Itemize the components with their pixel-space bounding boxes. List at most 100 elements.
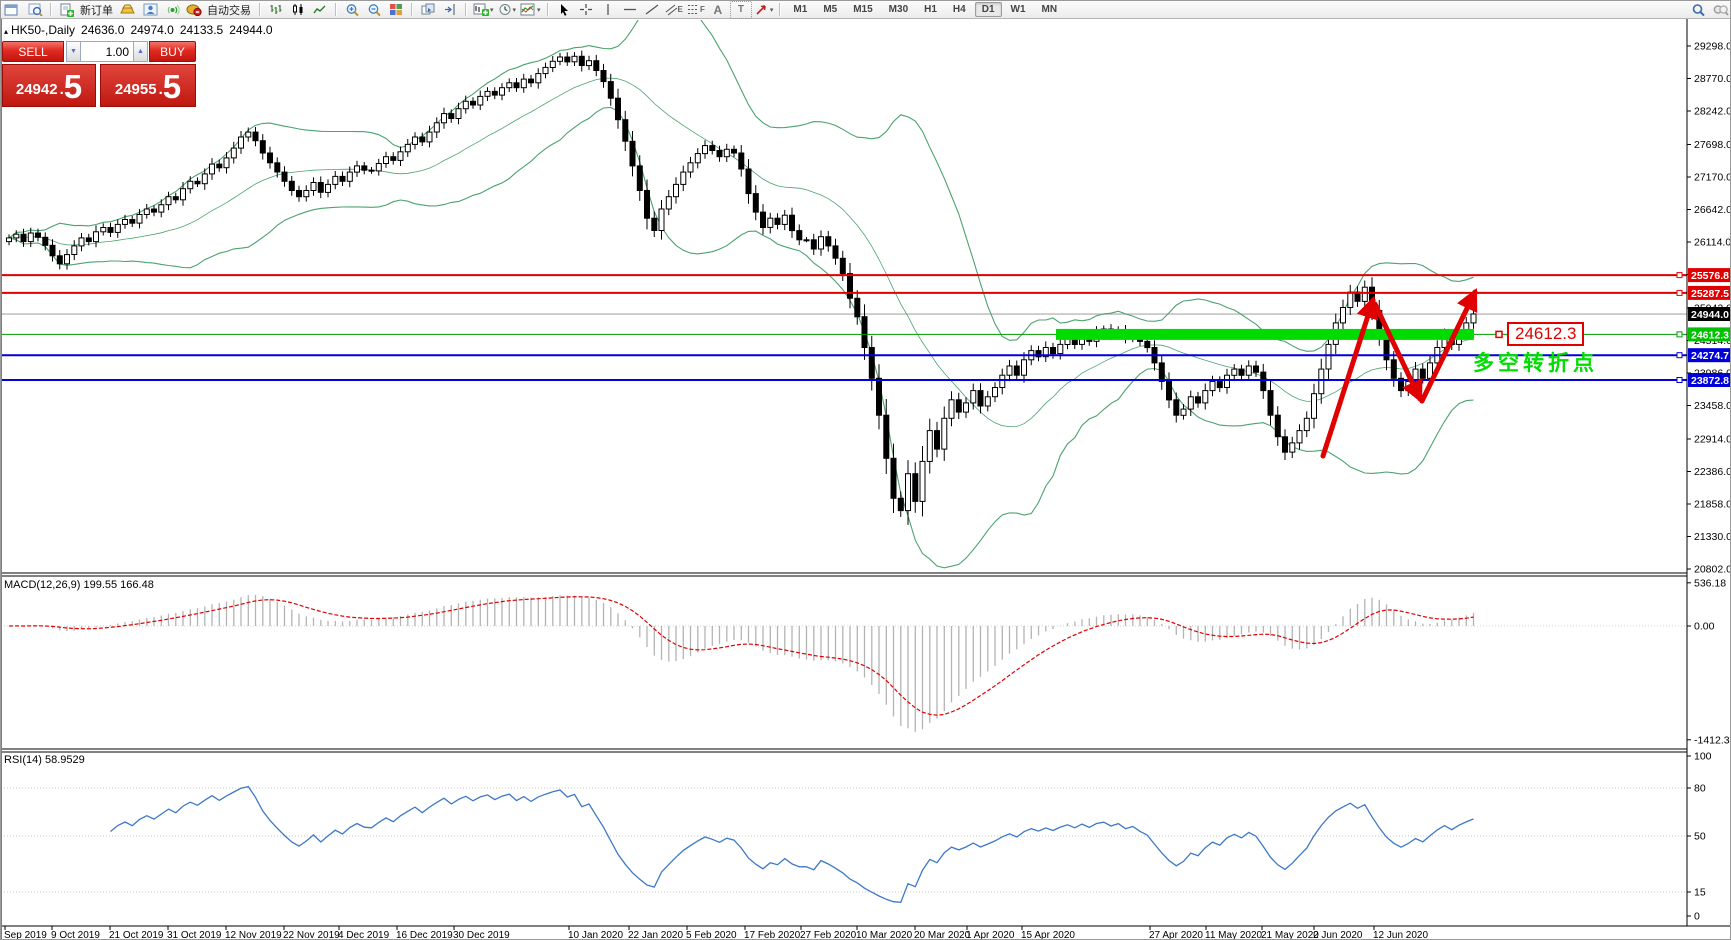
cursor-icon[interactable]: [554, 2, 574, 18]
tab-timeframe-d1[interactable]: D1: [974, 2, 1002, 17]
rsi-axis-tick: 100: [1694, 751, 1712, 763]
profile-icon[interactable]: [140, 2, 160, 18]
price-badge: 25576.8: [1688, 268, 1730, 283]
text-tool-icon[interactable]: A: [713, 2, 723, 17]
zoom-in-icon[interactable]: [342, 2, 362, 18]
date-axis: Sep 2019 9 Oct 2019 21 Oct 2019 31 Oct 2019…: [4, 926, 1428, 940]
new-order-icon[interactable]: [57, 2, 77, 18]
auto-arrange-icon[interactable]: [418, 2, 438, 18]
date-axis-label: 21 May 2020: [1261, 930, 1319, 940]
tab-timeframe-mn[interactable]: MN: [1041, 4, 1058, 15]
volume-increase-button[interactable]: ▲: [133, 41, 148, 62]
price-axis-tick: 21858.0: [1694, 499, 1731, 511]
price-axis-tick: 21330.0: [1694, 531, 1731, 543]
toolbar: 新订单 自动交易 ▾ ▾ ▾ E F A T ▾ M1 M5 M15: [1, 1, 1730, 19]
date-axis-label: 17 Feb 2020: [744, 930, 801, 940]
sell-button[interactable]: SELL: [2, 41, 64, 62]
zoom-out-icon[interactable]: [364, 2, 384, 18]
horizontal-level-line: [1, 289, 1687, 296]
webphone-icon[interactable]: [162, 2, 182, 18]
support-band: [1056, 328, 1503, 340]
arrows-tool-icon[interactable]: ▾: [754, 2, 775, 18]
chart-window-icon[interactable]: [3, 2, 23, 18]
price-axis-tick: 20802.0: [1694, 564, 1731, 576]
equidistant-channel-tool-icon[interactable]: E: [664, 2, 684, 18]
rsi-indicator-label: RSI(14) 58.9529: [4, 754, 85, 766]
sell-price-int: 24942: [15, 81, 58, 98]
macd-axis-tick: 536.18: [1694, 577, 1726, 589]
price-axis-tick: 26642.0: [1694, 204, 1731, 216]
tab-timeframe-m5[interactable]: M5: [823, 4, 838, 15]
rsi-pane: [110, 785, 1474, 903]
price-badge: 25287.5: [1688, 285, 1730, 300]
trend-arrow: [1320, 295, 1379, 459]
date-axis-label: 5 Feb 2020: [686, 930, 737, 940]
tab-timeframe-h1[interactable]: H1: [924, 4, 937, 15]
auto-trading-icon[interactable]: [184, 2, 204, 18]
svg-text:25287.5: 25287.5: [1691, 288, 1729, 300]
volume-decrease-button[interactable]: ▼: [66, 41, 81, 62]
market-watch-icon[interactable]: [25, 2, 45, 18]
tab-timeframe-m15[interactable]: M15: [853, 4, 873, 15]
price-axis-tick: 27170.0: [1694, 172, 1731, 184]
date-axis-label: 10 Jan 2020: [568, 930, 623, 940]
buy-price-dec: 5: [162, 68, 182, 105]
horizontal-line-tool-icon[interactable]: [620, 2, 640, 18]
periods-icon[interactable]: ▾: [497, 2, 518, 18]
auto-trading-label[interactable]: 自动交易: [207, 4, 251, 17]
price-axis-tick: 23458.0: [1694, 400, 1731, 412]
line-chart-icon[interactable]: [310, 2, 330, 18]
sell-price-dot: .: [59, 81, 64, 98]
new-order-label[interactable]: 新订单: [80, 4, 113, 17]
pane-separator[interactable]: [1, 748, 1731, 753]
price-axis-tick: 28770.0: [1694, 73, 1731, 85]
rsi-axis-tick: 80: [1694, 783, 1706, 795]
date-axis-label: 27 Feb 2020: [800, 930, 857, 940]
sell-price-display[interactable]: 24942. 5: [2, 64, 96, 107]
price-axis-tick: 26114.0: [1694, 237, 1731, 249]
level-price-label-box[interactable]: 24612.3: [1507, 322, 1585, 346]
volume-field[interactable]: 1.00: [81, 41, 133, 62]
buy-price-display[interactable]: 24955. 5: [100, 64, 196, 107]
trendline-tool-icon[interactable]: [642, 2, 662, 18]
gold-ingot-icon[interactable]: [118, 2, 138, 18]
date-axis-label: 27 Apr 2020: [1149, 930, 1203, 940]
date-axis-label: 16 Dec 2019: [396, 930, 453, 940]
date-axis-label: 1 Apr 2020: [966, 930, 1015, 940]
text-label-tool-icon[interactable]: T: [729, 1, 752, 19]
tab-timeframe-w1[interactable]: W1: [1010, 4, 1026, 15]
tile-windows-icon[interactable]: [386, 2, 406, 18]
svg-text:24612.3: 24612.3: [1691, 329, 1729, 341]
channel-letter: E: [677, 5, 683, 14]
rsi-axis-tick: 0: [1694, 911, 1700, 923]
svg-text:25576.8: 25576.8: [1691, 270, 1729, 282]
turning-point-annotation[interactable]: 多空转折点: [1473, 352, 1598, 375]
candlestick-chart-icon[interactable]: [288, 2, 308, 18]
buy-button[interactable]: BUY: [149, 41, 196, 62]
fibonacci-tool-icon[interactable]: F: [686, 2, 706, 18]
chat-icon[interactable]: [1710, 2, 1730, 18]
date-axis-label: 12 Nov 2019: [225, 930, 282, 940]
new-chart-icon[interactable]: ▾: [472, 2, 495, 18]
price-axis-tick: 22914.0: [1694, 434, 1731, 446]
price-badge: 24612.3: [1688, 327, 1730, 342]
one-click-trading-panel: SELL ▼ 1.00 ▲ BUY 24942. 5 24955. 5: [2, 41, 196, 107]
crosshair-icon[interactable]: [576, 2, 596, 18]
chart-shift-icon[interactable]: [440, 2, 460, 18]
tab-timeframe-m30[interactable]: M30: [888, 4, 909, 15]
date-axis-label: 12 Jun 2020: [1373, 930, 1428, 940]
pane-separator[interactable]: [1, 572, 1731, 577]
tab-timeframe-m1[interactable]: M1: [793, 4, 808, 15]
quote-line: ▴ HK50-,Daily 24636.0 24974.0 24133.5 24944.0: [4, 23, 273, 37]
macd-pane: [1, 594, 1687, 732]
indicators-icon[interactable]: ▾: [519, 2, 542, 18]
tab-timeframe-h4[interactable]: H4: [952, 4, 966, 15]
vertical-line-tool-icon[interactable]: [598, 2, 618, 18]
macd-axis-tick: -1412.34: [1694, 734, 1731, 746]
bar-chart-icon[interactable]: [266, 2, 286, 18]
date-axis-label: 21 Oct 2019: [109, 930, 164, 940]
quote-close: 24944.0: [229, 23, 273, 37]
search-icon[interactable]: [1688, 2, 1708, 18]
